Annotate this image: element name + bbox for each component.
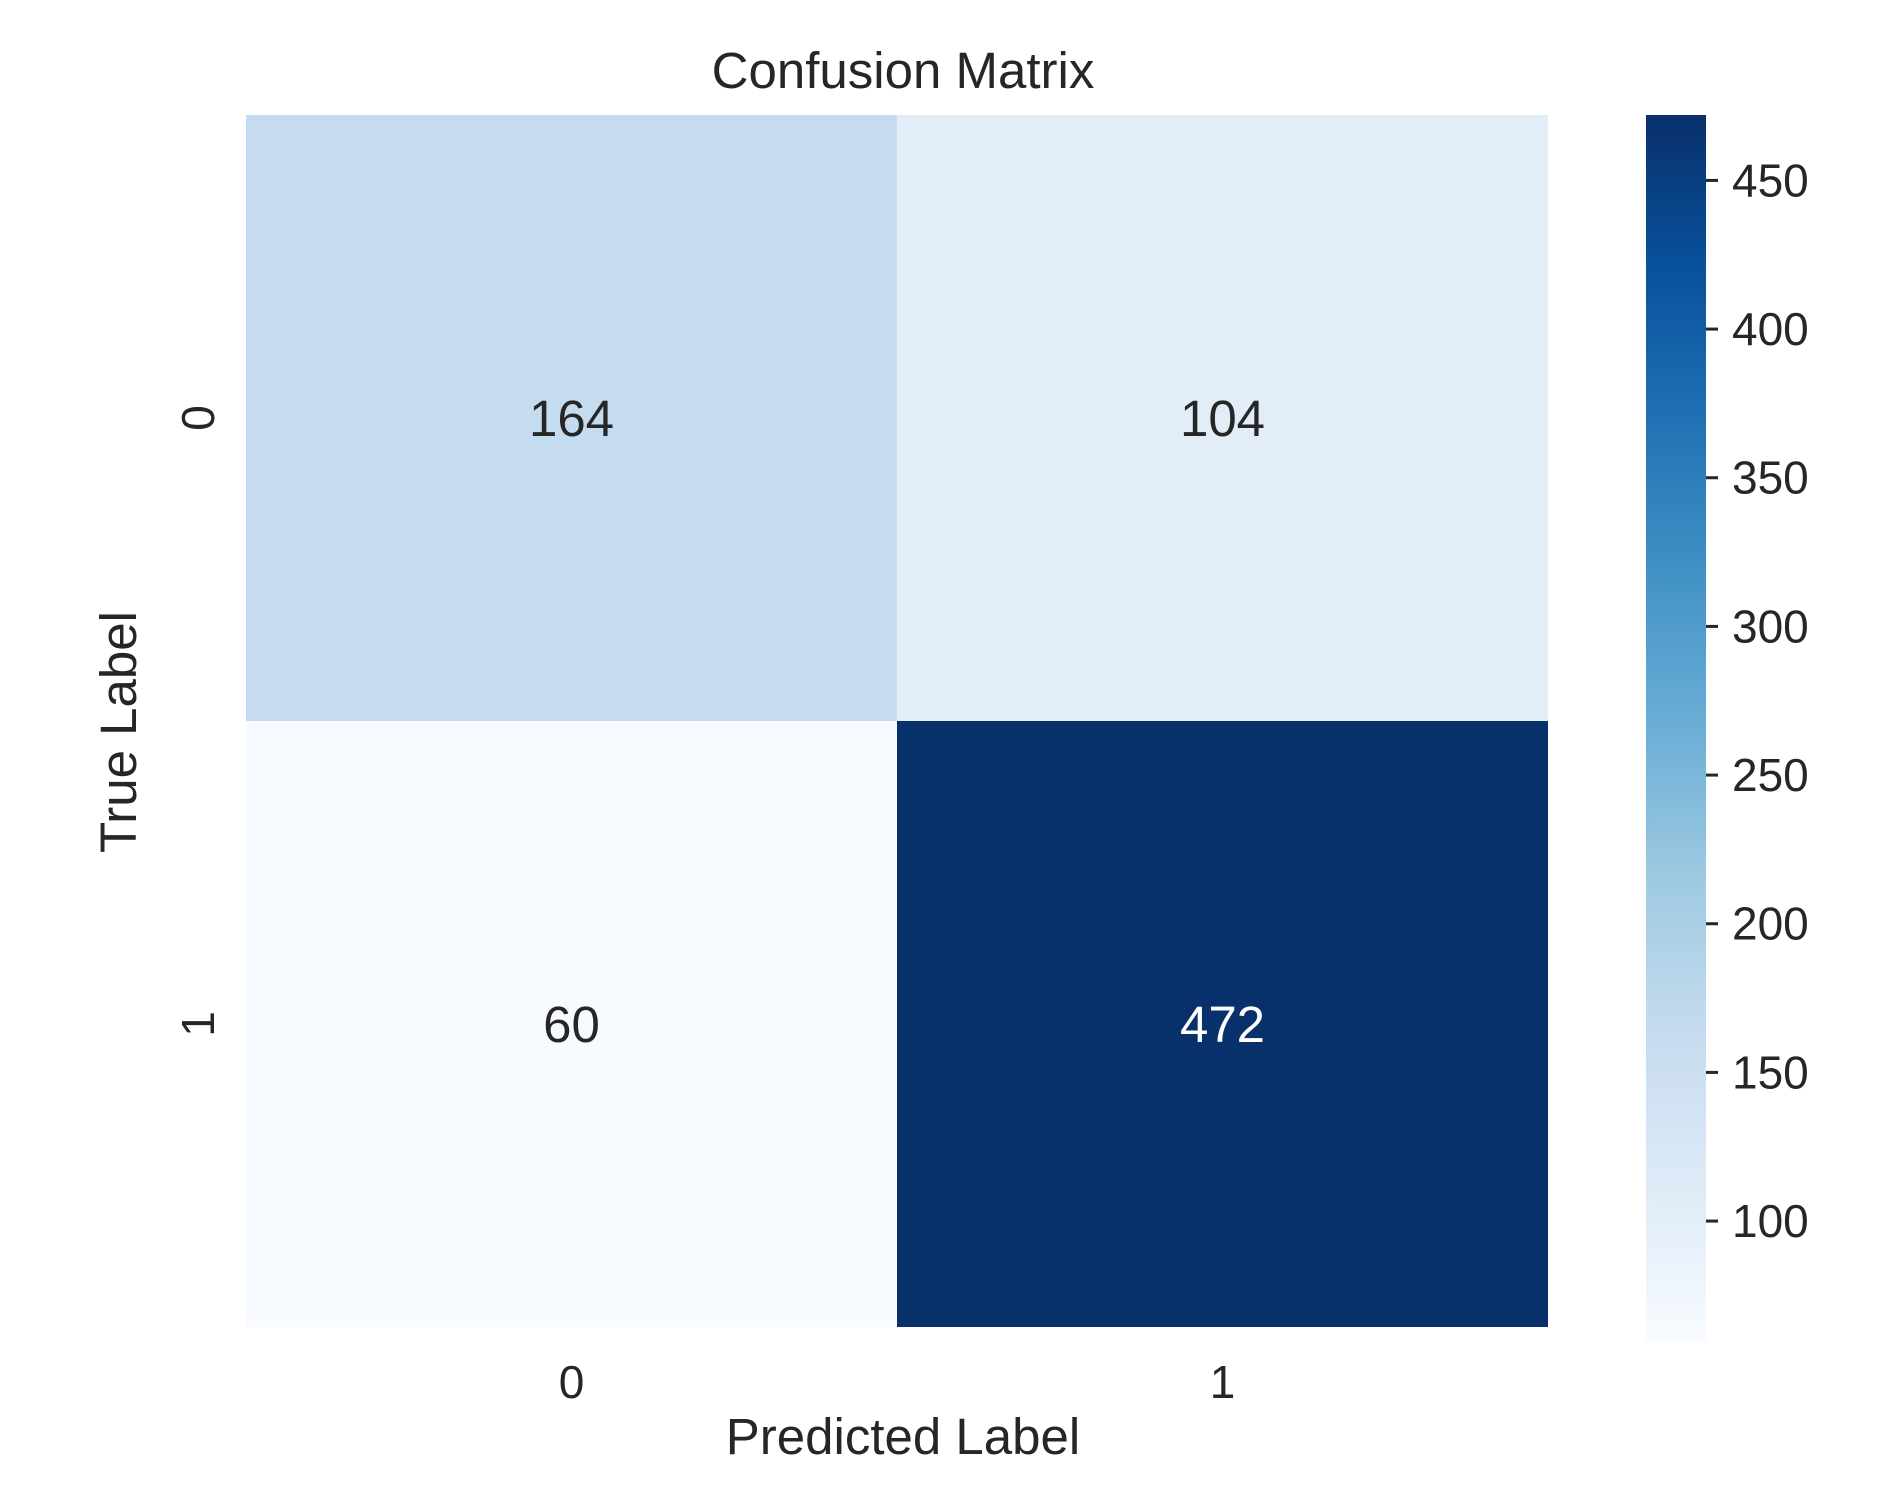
heatmap-cell: [246, 721, 897, 1327]
colorbar-tick-label: 300: [1732, 600, 1809, 652]
y-axis-label: True Label: [90, 611, 147, 853]
heatmap-cells: [246, 115, 1548, 1327]
colorbar-tick-label: 450: [1732, 154, 1809, 206]
cell-value-label: 164: [529, 390, 614, 447]
colorbar-tick-label: 200: [1732, 898, 1809, 950]
x-tick-label: 1: [1210, 1356, 1236, 1408]
colorbar-tick-label: 250: [1732, 749, 1809, 801]
colorbar-tick-label: 150: [1732, 1046, 1809, 1098]
cell-value-label: 104: [1180, 390, 1265, 447]
cell-value-label: 60: [543, 996, 600, 1053]
heatmap-cell: [897, 115, 1548, 721]
heatmap-cell: [897, 721, 1548, 1327]
y-tick-label: 1: [172, 1011, 224, 1037]
colorbar-tick-label: 400: [1732, 303, 1809, 355]
cell-value-label: 472: [1180, 996, 1265, 1053]
y-tick-label: 0: [172, 405, 224, 431]
chart-title: Confusion Matrix: [712, 42, 1095, 99]
heatmap-cell-labels: 164 104 60 472: [529, 390, 1265, 1053]
heatmap-cell: [246, 115, 897, 721]
colorbar-tick-label: 350: [1732, 452, 1809, 504]
colorbar-tick-label: 100: [1732, 1195, 1809, 1247]
colorbar: [1646, 115, 1706, 1340]
x-tick-label: 0: [559, 1356, 585, 1408]
y-axis-ticks: 01: [172, 405, 224, 1037]
colorbar-ticks: 100 150 200 250 300 350 400 450: [1706, 154, 1809, 1247]
x-axis-label: Predicted Label: [726, 1408, 1080, 1465]
